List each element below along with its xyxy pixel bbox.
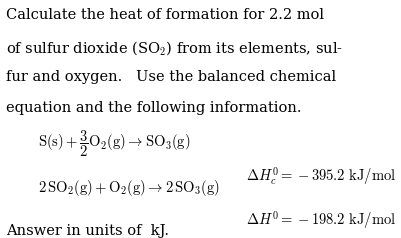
Text: of sulfur dioxide (SO$_2$) from its elements, sul-: of sulfur dioxide (SO$_2$) from its elem…: [6, 39, 342, 57]
Text: equation and the following information.: equation and the following information.: [6, 101, 301, 115]
Text: Answer in units of  kJ.: Answer in units of kJ.: [6, 224, 168, 238]
Text: Calculate the heat of formation for 2.2 mol: Calculate the heat of formation for 2.2 …: [6, 8, 323, 22]
Text: $\Delta H^0 = -198.2\ \mathrm{kJ/mol}$: $\Delta H^0 = -198.2\ \mathrm{kJ/mol}$: [245, 209, 395, 231]
Text: $\mathrm{2\,SO_2(g) + O_2(g) \rightarrow 2\,SO_3(g)}$: $\mathrm{2\,SO_2(g) + O_2(g) \rightarrow…: [38, 178, 219, 198]
Text: $\Delta H_c^0 = -395.2\ \mathrm{kJ/mol}$: $\Delta H_c^0 = -395.2\ \mathrm{kJ/mol}$: [245, 165, 395, 187]
Text: $\mathrm{S(s) + \dfrac{3}{2}O_2(g) \rightarrow SO_3(g)}$: $\mathrm{S(s) + \dfrac{3}{2}O_2(g) \righ…: [38, 129, 190, 159]
Text: fur and oxygen.   Use the balanced chemical: fur and oxygen. Use the balanced chemica…: [6, 70, 335, 84]
